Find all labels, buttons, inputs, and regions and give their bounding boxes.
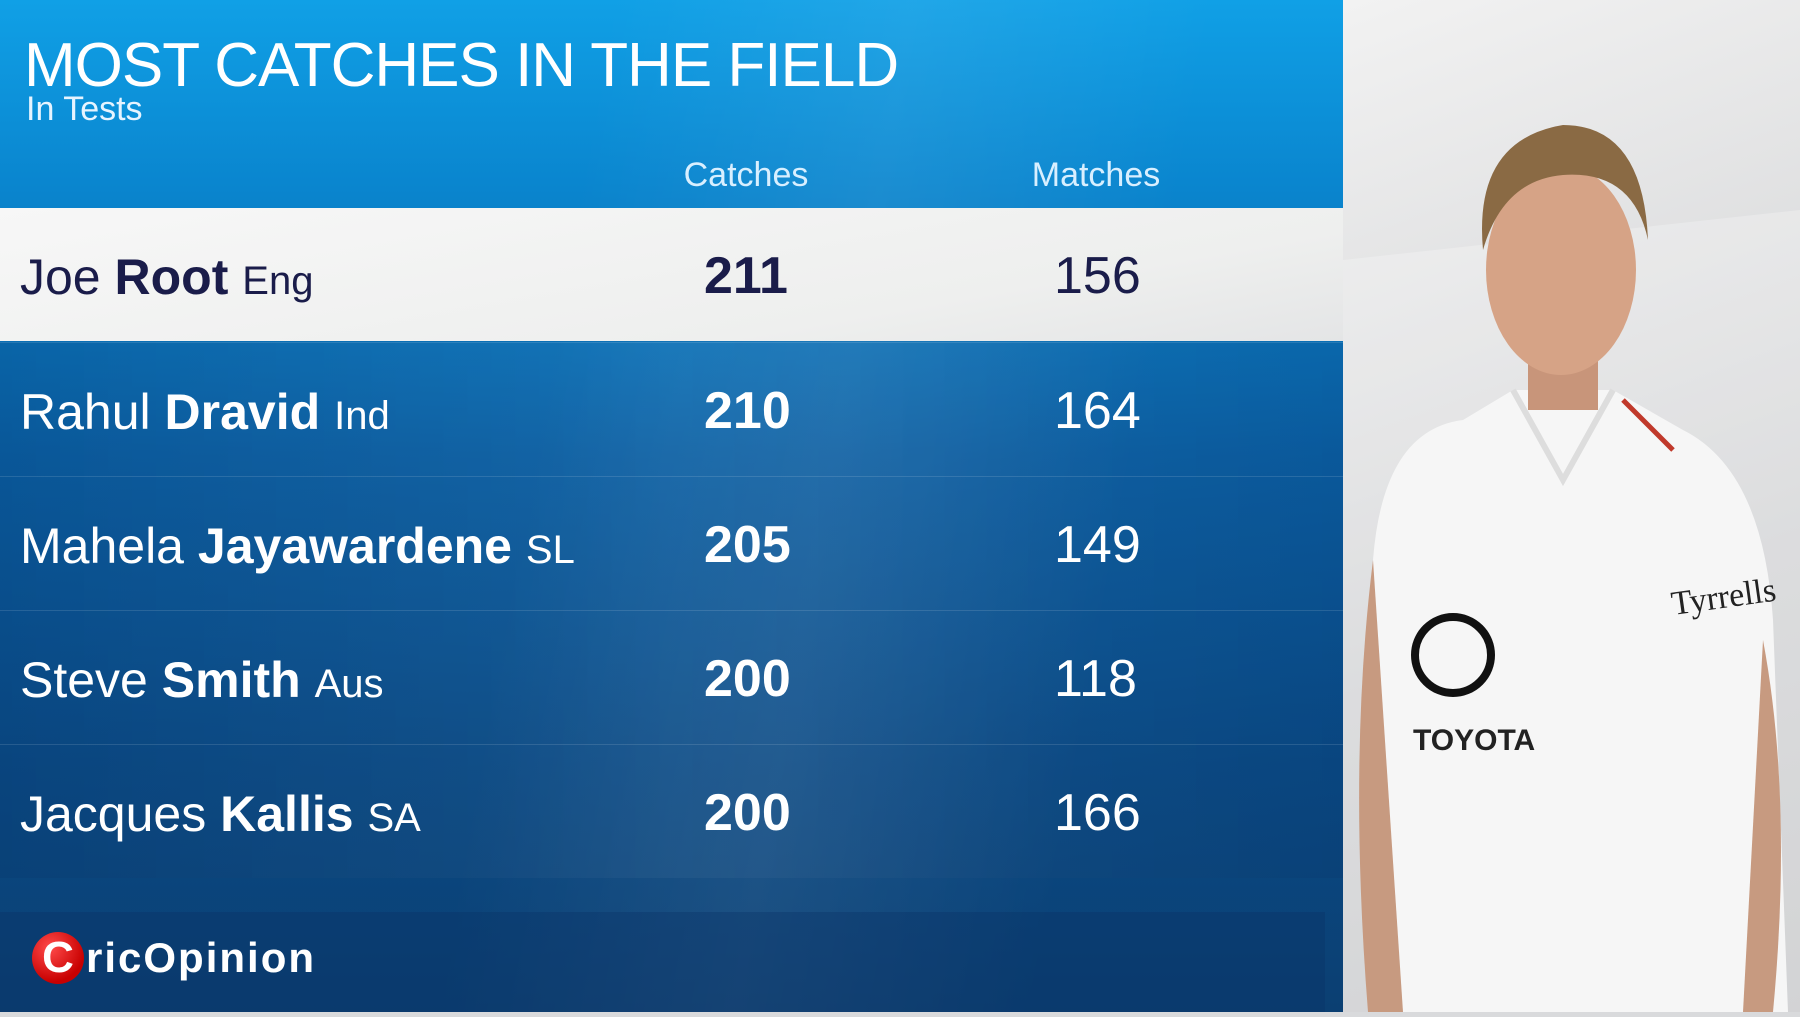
player-name: Jacques Kallis SA [20,785,421,843]
first-name: Mahela [20,518,184,574]
catches-value: 200 [704,650,791,708]
country: SL [525,528,575,572]
last-name: Kallis [220,786,354,842]
stats-panel: MOST CATCHES IN THE FIELD In Tests Catch… [0,0,1343,1012]
catches-value: 211 [704,247,788,305]
column-header-matches: Matches [1031,156,1161,194]
table-row: Joe Root Eng 211 156 [0,208,1343,341]
subtitle: In Tests [26,90,143,128]
last-name: Root [114,249,229,305]
shirt-sponsor: TOYOTA [1413,724,1535,757]
matches-value: 149 [1054,516,1141,574]
matches-value: 166 [1054,784,1141,842]
player-name: Rahul Dravid Ind [20,383,390,441]
catches-value: 205 [704,516,791,574]
page-title: MOST CATCHES IN THE FIELD [24,31,899,100]
matches-value: 118 [1054,650,1137,708]
player-photo: TOYOTA Tyrrells [1343,0,1800,1012]
player-body [1373,390,1788,1012]
table-row: Rahul Dravid Ind 210 164 [0,342,1343,476]
table-row: Mahela Jayawardene SL 205 149 [0,476,1343,610]
logo-text: ricOpinion [86,934,316,981]
first-name: Steve [20,652,148,708]
first-name: Joe [20,249,101,305]
player-head [1486,165,1636,375]
last-name: Dravid [164,384,321,440]
catches-value: 210 [704,382,791,440]
last-name: Jayawardene [197,518,512,574]
last-name: Smith [161,652,301,708]
matches-value: 156 [1054,247,1141,305]
table-row: Steve Smith Aus 200 118 [0,610,1343,744]
logo-c-icon: C [32,932,84,984]
country: Aus [314,662,384,706]
first-name: Rahul [20,384,151,440]
country: Eng [242,259,314,303]
player-name: Joe Root Eng [20,248,313,306]
footer-band [0,912,1325,1012]
player-name: Mahela Jayawardene SL [20,517,575,575]
table-row: Jacques Kallis SA 200 166 [0,744,1343,878]
first-name: Jacques [20,786,207,842]
country: Ind [334,394,390,438]
catches-value: 200 [704,784,791,842]
cricopinion-logo: C ricOpinion [32,932,316,984]
column-header-catches: Catches [683,156,809,194]
matches-value: 164 [1054,382,1141,440]
player-name: Steve Smith Aus [20,651,384,709]
country: SA [367,796,421,840]
